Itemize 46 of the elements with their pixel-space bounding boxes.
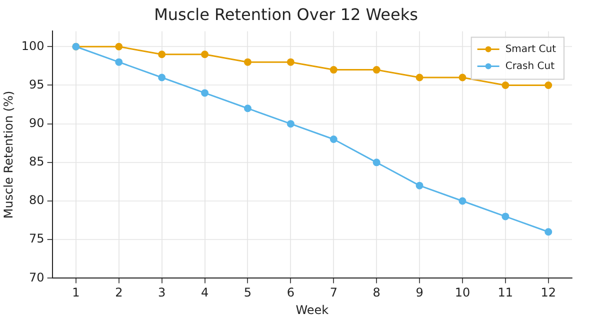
x-tick-label: 11 xyxy=(498,286,514,300)
x-tick-label: 9 xyxy=(416,286,424,300)
x-tick-label: 10 xyxy=(454,286,470,300)
x-tick-label: 7 xyxy=(330,286,338,300)
y-tick-label: 85 xyxy=(29,154,44,169)
y-tick-label: 80 xyxy=(29,193,44,208)
y-axis-title: Muscle Retention (%) xyxy=(1,90,16,219)
point xyxy=(372,158,380,166)
point xyxy=(416,182,424,190)
x-tick-label: 2 xyxy=(115,286,123,300)
point xyxy=(286,120,294,128)
point xyxy=(244,104,252,112)
y-tick-label: 90 xyxy=(29,116,44,130)
point xyxy=(201,89,209,97)
y-tick-label: 70 xyxy=(29,270,44,284)
point xyxy=(158,50,166,58)
x-tick-label: 3 xyxy=(158,286,166,300)
point xyxy=(330,66,338,74)
point xyxy=(115,58,123,66)
point xyxy=(330,136,338,144)
x-axis-title: Week xyxy=(296,302,329,317)
legend-label: Smart Cut xyxy=(505,44,556,55)
y-tick-label: 75 xyxy=(29,232,44,246)
legend-label: Crash Cut xyxy=(505,60,555,72)
point xyxy=(458,74,466,82)
point xyxy=(286,58,294,66)
point xyxy=(502,212,510,220)
point xyxy=(244,58,252,66)
x-tick-label: 5 xyxy=(244,286,252,300)
point xyxy=(544,228,552,236)
x-tick-label: 1 xyxy=(72,286,80,300)
x-tick-label: 8 xyxy=(372,286,380,300)
point xyxy=(502,81,510,89)
point xyxy=(544,81,552,89)
point xyxy=(458,197,466,205)
point xyxy=(158,74,166,82)
point xyxy=(416,74,424,82)
x-tick-label: 4 xyxy=(200,286,209,300)
point xyxy=(201,50,209,58)
point xyxy=(115,42,123,50)
x-tick-label: 6 xyxy=(286,286,294,300)
y-tick-label: 95 xyxy=(29,77,44,92)
chart-title: Muscle Retention Over 12 Weeks xyxy=(154,4,418,24)
point xyxy=(372,66,380,74)
y-tick-label: 100 xyxy=(21,38,44,53)
x-tick-label: 12 xyxy=(540,286,556,300)
